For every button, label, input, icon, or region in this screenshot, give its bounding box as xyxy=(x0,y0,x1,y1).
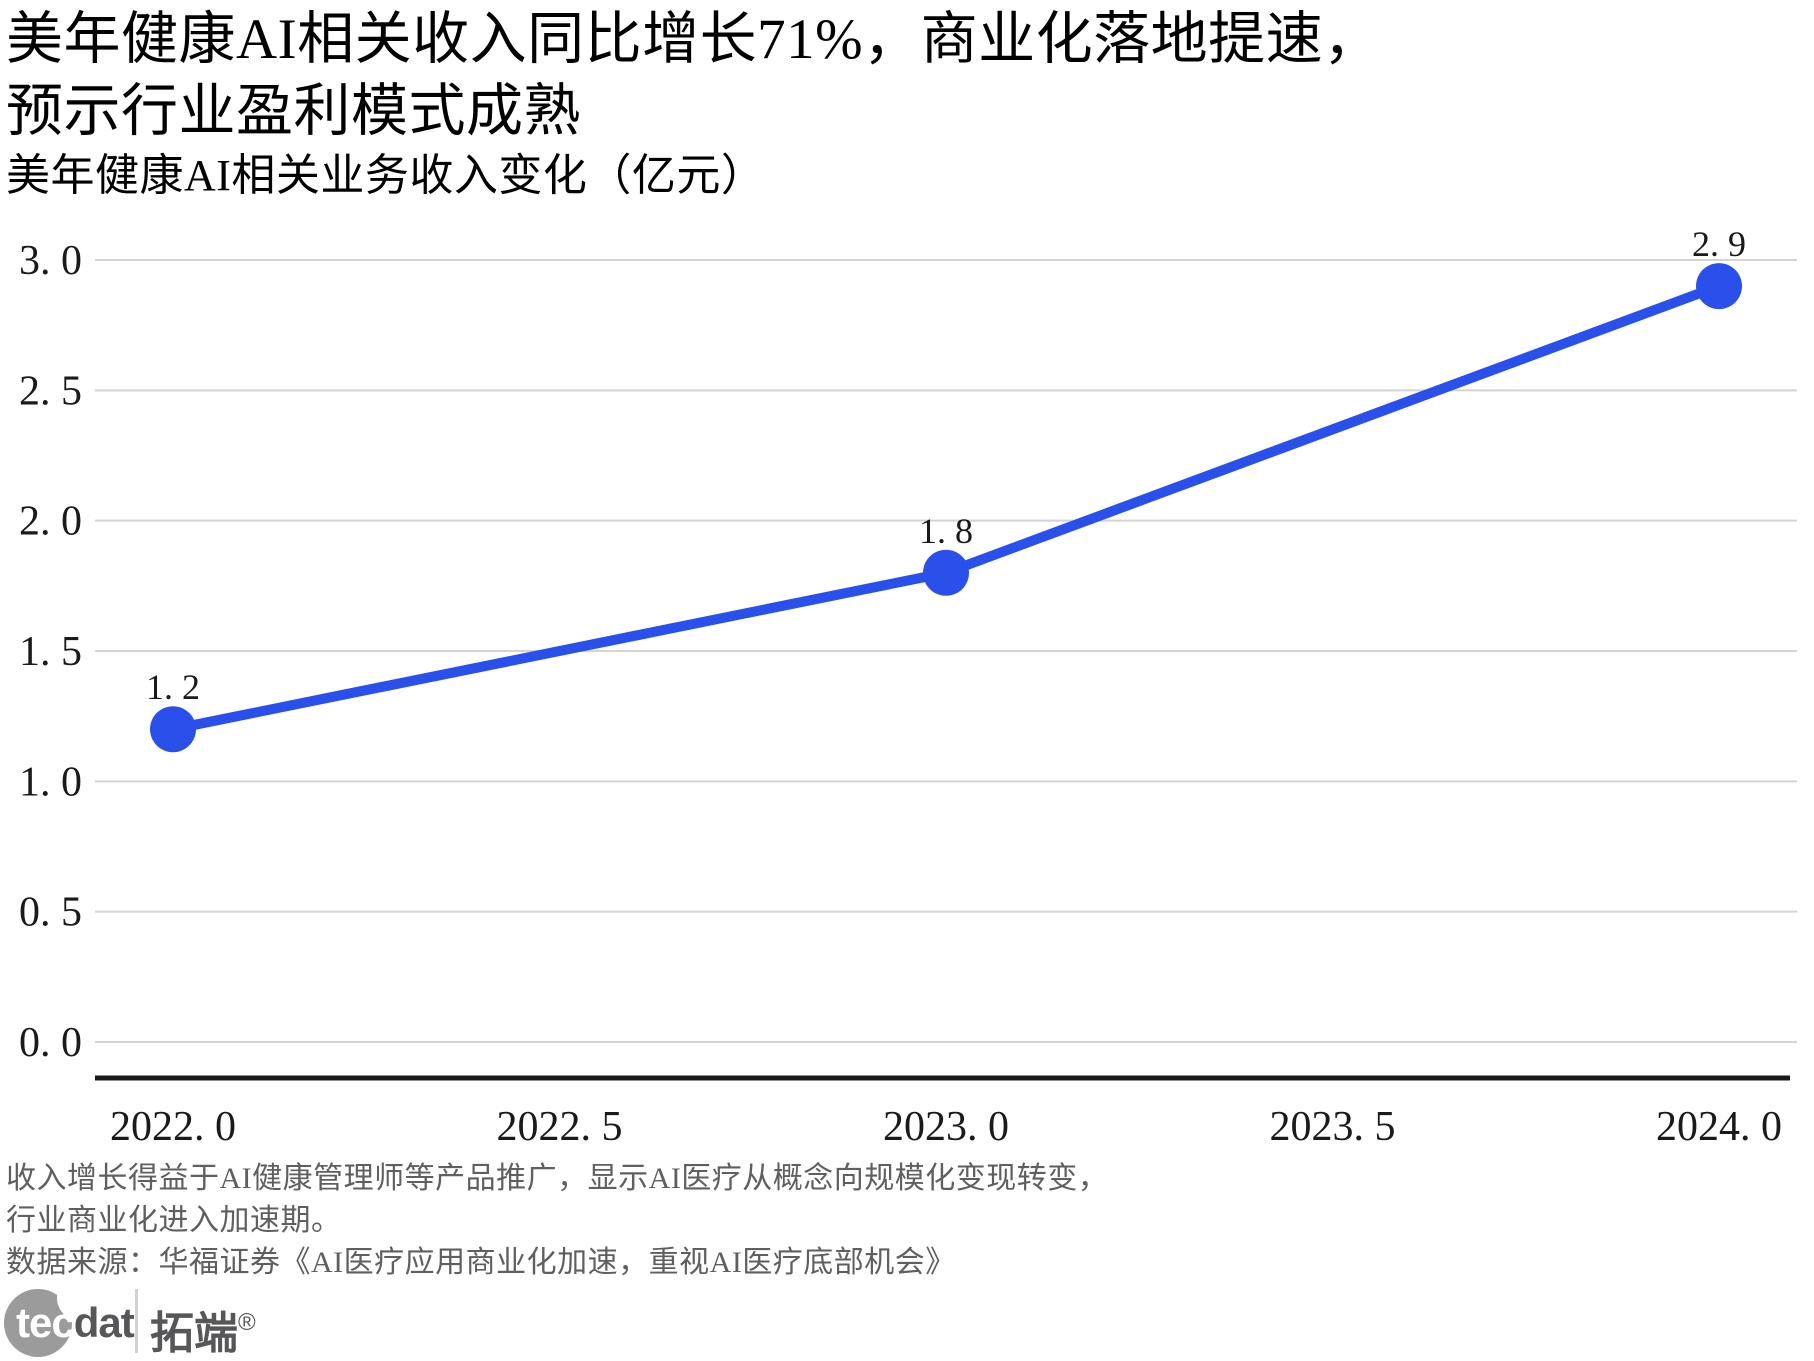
footnote-line-1: 收入增长得益于AI健康管理师等产品推广，显示AI医疗从概念向规模化变现转变， xyxy=(6,1162,1109,1195)
chart-header: 美年健康AI相关收入同比增长71%，商业化落地提速， 预示行业盈利模式成熟 美年… xyxy=(6,4,1381,202)
logo-circle-notch xyxy=(57,1275,103,1321)
x-tick-label: 2022. 5 xyxy=(497,1104,623,1150)
logo-cn-text: 拓端 xyxy=(150,1309,238,1358)
logo-tec-text: tec xyxy=(16,1299,75,1346)
logo-dat-text: dat xyxy=(73,1299,135,1346)
revenue-line xyxy=(172,281,1721,735)
y-tick-label: 3. 0 xyxy=(19,238,82,284)
logo-cn-wordmark: 拓端® xyxy=(150,1297,256,1361)
logo-separator xyxy=(135,1289,138,1353)
data-point-label: 2. 9 xyxy=(1692,224,1746,264)
data-point-label: 1. 2 xyxy=(146,667,200,707)
registered-trademark-icon: ® xyxy=(238,1309,256,1336)
y-tick-label: 2. 0 xyxy=(19,499,82,545)
footnote-line-2: 行业商业化进入加速期。 xyxy=(6,1204,342,1237)
y-tick-label: 1. 0 xyxy=(19,759,82,805)
logo-latin-wordmark: tecdat xyxy=(16,1299,135,1347)
x-tick-label: 2022. 0 xyxy=(110,1104,236,1150)
y-tick-label: 1. 5 xyxy=(19,629,82,675)
chart-title-line-2: 预示行业盈利模式成熟 xyxy=(6,80,581,143)
data-source-note: 数据来源：华福证券《AI医疗应用商业化加速，重视AI医疗底部机会》 xyxy=(6,1246,956,1279)
x-tick-label: 2023. 5 xyxy=(1270,1104,1396,1150)
y-tick-label: 0. 5 xyxy=(19,890,82,936)
chart-title-line-1: 美年健康AI相关收入同比增长71%，商业化落地提速， xyxy=(6,8,1381,71)
data-point-2023 xyxy=(923,549,969,596)
data-point-2024 xyxy=(1696,263,1742,310)
data-point-2022 xyxy=(150,706,196,753)
x-tick-label: 2024. 0 xyxy=(1656,1104,1782,1150)
tecdat-logo: tecdat 拓端® xyxy=(4,1275,324,1361)
data-point-label: 1. 8 xyxy=(919,511,973,551)
footnote-block: 收入增长得益于AI健康管理师等产品推广，显示AI医疗从概念向规模化变现转变， 行… xyxy=(6,1158,1108,1284)
y-tick-label: 2. 5 xyxy=(19,368,82,414)
x-tick-label: 2023. 0 xyxy=(883,1104,1009,1150)
y-tick-label: 0. 0 xyxy=(19,1020,82,1066)
chart-subtitle: 美年健康AI相关业务收入变化（亿元） xyxy=(6,151,766,200)
